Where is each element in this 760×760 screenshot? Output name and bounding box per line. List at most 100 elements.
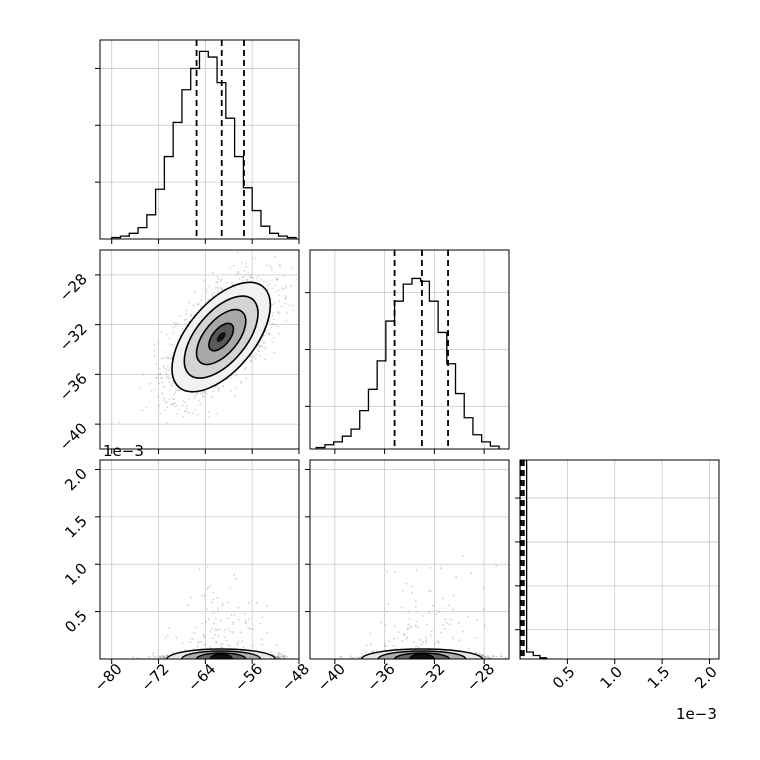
- scatter-xy-point: [212, 395, 215, 398]
- scatter-xz-point: [276, 655, 279, 658]
- scatter-xy-point: [289, 284, 292, 287]
- scatter-xz-grid: [100, 460, 300, 659]
- scatter-xy-point: [217, 387, 219, 389]
- scatter-xy-point: [164, 371, 167, 374]
- scatter-xz-point: [233, 573, 235, 576]
- scatter-xy-point: [267, 245, 269, 247]
- scatter-xy-point: [184, 401, 186, 404]
- scatter-xy-point: [168, 389, 171, 392]
- scatter-xz-point: [258, 622, 261, 625]
- scatter-xz-point: [215, 617, 217, 620]
- scatter-xz-point: [221, 604, 224, 607]
- scatter-xz-xtick-label-0: −80: [91, 660, 126, 695]
- scatter-xz-point: [220, 646, 223, 648]
- scatter-xy-point: [155, 376, 158, 379]
- scatter-xz-point: [236, 643, 239, 646]
- scatter-xy-point: [266, 285, 269, 288]
- scatter-xz-xtick-label-1: −72: [137, 660, 172, 695]
- scatter-xy-point: [159, 373, 162, 375]
- scatter-xy-point: [270, 326, 273, 329]
- scatter-xy-point: [175, 388, 178, 391]
- scatter-xz-xtick-label-2: −64: [184, 660, 219, 695]
- scatter-xy-point: [285, 319, 288, 322]
- scatter-xy-point: [160, 377, 163, 380]
- scatter-xy-point: [277, 311, 280, 314]
- scatter-xy-point: [190, 313, 193, 316]
- scatter-xz-point: [165, 654, 168, 657]
- scatter-xz-point: [282, 656, 285, 659]
- scatter-xy-point: [275, 278, 278, 281]
- scatter-xz-point: [240, 640, 243, 643]
- scatter-xy-point: [195, 394, 197, 397]
- scatter-xy-point: [221, 288, 224, 291]
- scatter-xz-point: [162, 655, 165, 658]
- scatter-xy-point: [200, 299, 203, 302]
- scatter-xy-point: [155, 377, 158, 379]
- scatter-xy-point: [211, 390, 214, 393]
- scatter-xy-point: [167, 368, 170, 371]
- scatter-yz-point: [429, 589, 432, 592]
- scatter-xz-point: [206, 565, 209, 568]
- scatter-xy-point: [262, 342, 265, 345]
- scatter-xy-point: [159, 372, 162, 375]
- scatter-xy-point: [168, 398, 171, 401]
- scatter-xy-point: [230, 281, 233, 284]
- scatter-yz-point: [369, 643, 372, 646]
- scatter-xz-point: [261, 643, 264, 646]
- scatter-xy-point: [250, 359, 253, 362]
- scatter-xy-point: [284, 297, 287, 300]
- scatter-xy-point: [145, 406, 148, 409]
- scatter-xy-point: [170, 403, 173, 406]
- scatter-yz-point: [385, 645, 388, 647]
- scatter-xy-point: [281, 287, 284, 290]
- scatter-xy-point: [257, 274, 260, 277]
- scatter-xy-point: [219, 280, 222, 282]
- scatter-xy-point: [185, 309, 188, 312]
- scatter-xz-point: [201, 594, 203, 597]
- hist-x-bars: [111, 40, 297, 239]
- scatter-xz-point: [243, 613, 246, 616]
- scatter-xz-point: [227, 644, 229, 647]
- scatter-xy-point: [271, 279, 274, 281]
- scatter-xy-point: [262, 334, 265, 337]
- scatter-xy-point: [138, 386, 141, 389]
- scatter-xy-point: [245, 377, 248, 380]
- scatter-xz-point: [152, 652, 155, 655]
- scatter-xy-point: [299, 268, 301, 270]
- scatter-xy-point: [150, 390, 153, 392]
- scatter-xz-point: [163, 655, 166, 658]
- scatter-xy-point: [164, 356, 166, 359]
- scatter-xy-point: [285, 296, 287, 299]
- scatter-xz-point: [161, 656, 164, 659]
- scatter-xz-point: [247, 618, 250, 621]
- scatter-xy-point: [181, 404, 184, 407]
- scatter-xy-point: [181, 327, 184, 330]
- scatter-xy-point: [249, 276, 252, 278]
- scatter-xz-point: [227, 617, 230, 620]
- scatter-xz-point: [219, 619, 222, 622]
- scatter-xz-point: [189, 641, 192, 643]
- scatter-xy-point: [174, 325, 177, 328]
- scatter-yz-point: [455, 576, 457, 578]
- scatter-xy-point: [187, 411, 190, 414]
- scatter-xz-point: [209, 645, 211, 648]
- scatter-xz-point: [283, 654, 286, 657]
- scatter-xz-point: [203, 635, 206, 638]
- scatter-xz-point: [255, 601, 258, 604]
- scatter-xy-point: [187, 397, 190, 400]
- scatter-xy-point: [284, 294, 287, 297]
- scatter-xy-point: [244, 262, 247, 265]
- scatter-xy-point: [274, 284, 277, 287]
- hist-x-grid: [100, 40, 300, 239]
- scatter-xz-ytick-label-1: 1.0: [61, 559, 91, 589]
- scatter-xy-point: [188, 299, 190, 302]
- scatter-xy-point: [163, 385, 166, 388]
- scatter-xy-point: [244, 366, 247, 369]
- scatter-xz-point: [276, 656, 279, 658]
- scatter-xz-point: [286, 655, 288, 658]
- scatter-xy-point: [218, 388, 221, 390]
- scatter-xy-point: [252, 355, 255, 358]
- scatter-xy-point: [216, 278, 219, 280]
- scatter-xy-point: [208, 285, 211, 288]
- scatter-xy-point: [160, 376, 163, 379]
